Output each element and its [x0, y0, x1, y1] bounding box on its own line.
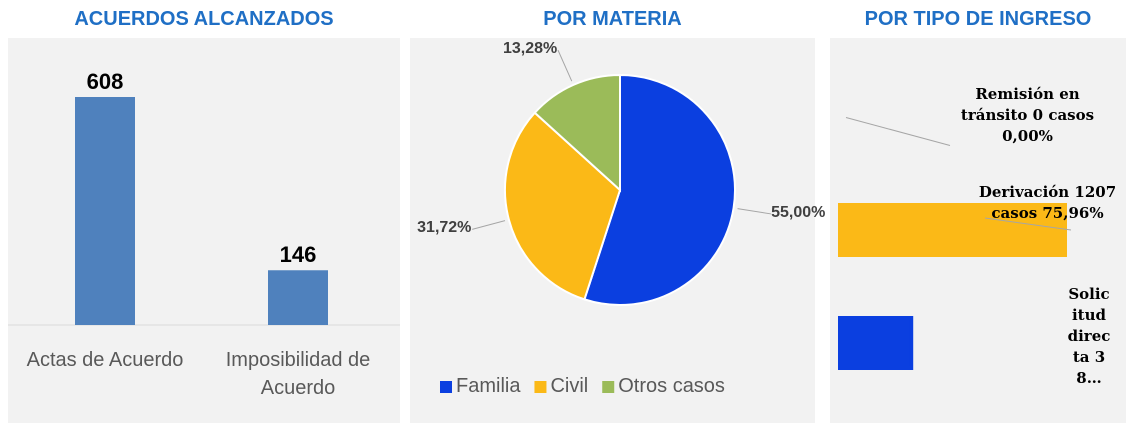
x-tick-label: Actas de Acuerdo — [26, 349, 184, 371]
bar — [75, 97, 135, 325]
pie-slice — [504, 111, 622, 301]
leader-line — [984, 217, 1072, 231]
leader-line — [557, 49, 573, 82]
data-label: Derivación 1207 casos 75,96% — [978, 183, 1117, 222]
chart-title: ACUERDOS ALCANZADOS — [74, 8, 334, 30]
bar — [838, 316, 914, 370]
x-tick-label: Imposibilidad de Acuerdo — [225, 349, 371, 399]
data-label: 608 — [86, 69, 124, 94]
data-label: Solicitud directa 38… — [1067, 285, 1111, 387]
legend-label: Otros casos — [618, 375, 725, 397]
bar — [838, 203, 1067, 257]
pie-slice — [533, 73, 621, 193]
data-label: Remisión en tránsito 0 casos 0,00% — [960, 85, 1095, 145]
legend-swatch — [534, 381, 547, 393]
legend-label: Civil — [550, 375, 589, 397]
data-label: 13,28% — [503, 40, 558, 58]
legend-swatch — [440, 381, 452, 393]
legend-label: Familia — [456, 375, 521, 397]
data-label: 146 — [279, 242, 317, 268]
leader-line — [737, 208, 772, 215]
data-label: 55,00% — [771, 203, 826, 221]
chart-title: POR MATERIA — [543, 8, 682, 30]
panel — [8, 38, 400, 423]
data-label: 31,72% — [417, 219, 472, 237]
leader-line — [845, 117, 951, 146]
legend-swatch — [602, 381, 615, 393]
chart-title: POR TIPO DE INGRESO — [864, 8, 1092, 30]
pie-slice — [583, 73, 736, 306]
bar — [268, 270, 328, 325]
leader-line — [472, 220, 506, 230]
